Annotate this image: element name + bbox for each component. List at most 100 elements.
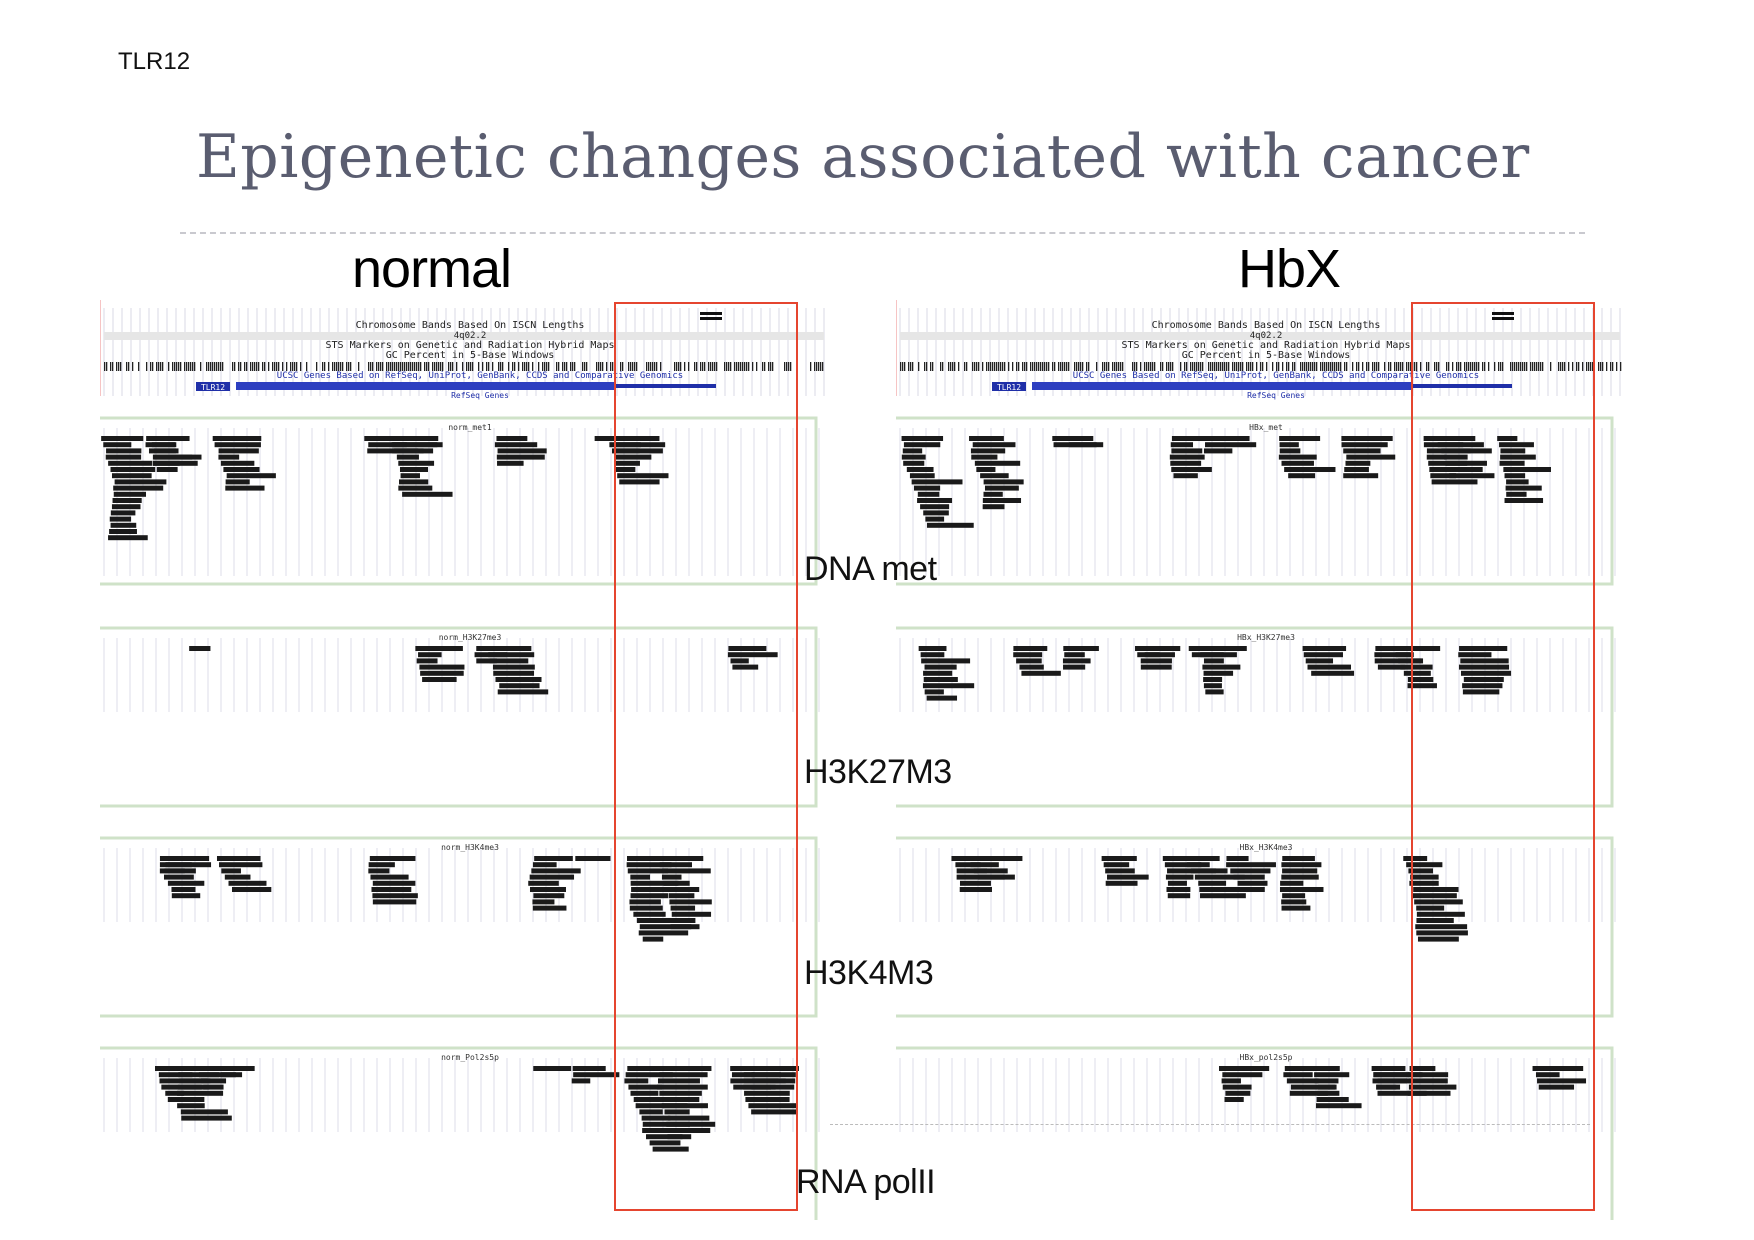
gc-bar xyxy=(1266,362,1268,371)
gc-bar xyxy=(820,362,822,371)
gc-bar xyxy=(1062,362,1064,371)
read-block xyxy=(630,1090,659,1096)
read-block xyxy=(1314,1078,1339,1084)
read-block xyxy=(1303,652,1343,658)
gc-bar xyxy=(1034,362,1036,371)
gc-bar xyxy=(472,362,474,371)
read-block xyxy=(1403,856,1428,861)
gc-bar xyxy=(350,362,352,371)
read-block xyxy=(615,467,636,472)
read-block xyxy=(661,874,682,880)
gc-bar xyxy=(498,362,500,371)
gc-bar xyxy=(646,362,648,371)
gc-bar xyxy=(1522,362,1524,371)
gc-bar xyxy=(1560,362,1562,371)
gc-bar xyxy=(1572,362,1574,371)
gc-bar xyxy=(1426,362,1428,371)
gc-bar xyxy=(432,362,434,371)
gc-bar xyxy=(290,362,292,371)
band-name: 4q02.2 xyxy=(1250,331,1283,341)
gc-bar xyxy=(1498,362,1500,371)
gc-bar xyxy=(696,362,698,371)
track-panel-frame xyxy=(100,626,818,808)
read-block xyxy=(416,658,438,664)
read-block xyxy=(1345,460,1371,466)
read-block xyxy=(1173,473,1198,479)
track-panel-title: HBx_pol2s5p xyxy=(1240,1053,1293,1062)
gc-bar xyxy=(1218,362,1220,371)
read-block xyxy=(106,448,142,454)
track-caption-gc: GC Percent in 5-Base Windows xyxy=(1182,350,1351,361)
read-block xyxy=(111,504,141,510)
gc-bar xyxy=(524,362,526,371)
read-block xyxy=(1500,454,1536,460)
gc-bar xyxy=(316,362,318,371)
read-block xyxy=(1221,1078,1241,1084)
read-block xyxy=(1506,491,1527,497)
gc-bar xyxy=(1048,362,1050,371)
read-block xyxy=(214,442,261,448)
gc-bar xyxy=(1336,362,1338,371)
track-panel-frame xyxy=(896,836,1614,1018)
gc-bar xyxy=(904,362,906,371)
read-block xyxy=(731,1072,755,1078)
read-block xyxy=(732,664,759,670)
band-marker xyxy=(700,317,722,320)
gc-bar xyxy=(240,362,242,371)
gc-bar xyxy=(1446,362,1448,371)
gene-symbol-box xyxy=(992,382,1026,391)
track-panel-title: HBx_H3K27me3 xyxy=(1237,633,1295,642)
read-block xyxy=(497,460,524,466)
gc-bar xyxy=(994,362,996,371)
gc-bar xyxy=(724,362,726,371)
read-block xyxy=(488,652,535,658)
read-block xyxy=(660,856,704,861)
read-block xyxy=(659,1090,702,1096)
gc-bar xyxy=(1328,362,1330,371)
read-block xyxy=(642,1128,688,1133)
gc-bar xyxy=(1026,362,1028,371)
gc-bar xyxy=(1414,362,1416,371)
read-block xyxy=(956,868,987,874)
gc-bar xyxy=(768,362,770,371)
gc-bar xyxy=(1488,362,1490,371)
read-block xyxy=(926,695,958,701)
read-block xyxy=(113,491,147,497)
gc-bar xyxy=(252,362,254,371)
read-block xyxy=(1135,646,1173,651)
gc-bar xyxy=(1542,362,1544,371)
gc-bar xyxy=(954,362,956,371)
track-panel-frame xyxy=(896,416,1614,586)
gc-bar xyxy=(648,362,650,371)
read-block xyxy=(662,868,711,874)
read-block xyxy=(630,893,668,899)
gc-bar xyxy=(1358,362,1360,371)
read-block xyxy=(1416,930,1468,936)
read-block xyxy=(1281,905,1311,911)
gc-bar xyxy=(296,362,298,371)
gc-bar xyxy=(654,362,656,371)
gc-bar xyxy=(332,362,334,371)
read-block xyxy=(1416,918,1454,923)
read-block xyxy=(959,887,992,892)
gc-bar xyxy=(256,362,258,371)
read-block xyxy=(1341,442,1388,448)
gc-bar xyxy=(152,362,154,371)
read-block xyxy=(1408,868,1433,874)
gc-bar xyxy=(1438,362,1440,371)
gc-bar xyxy=(428,362,430,371)
read-block xyxy=(159,862,212,868)
gc-bar xyxy=(192,362,194,371)
read-block xyxy=(1406,862,1443,868)
gc-bar xyxy=(1136,362,1138,371)
gc-bar xyxy=(390,362,392,371)
gc-bar xyxy=(1170,362,1172,371)
read-block xyxy=(982,504,1005,510)
read-block xyxy=(661,1103,708,1109)
read-block xyxy=(109,529,137,534)
gc-bar xyxy=(1184,362,1186,371)
read-block xyxy=(1410,874,1439,880)
read-block xyxy=(624,1078,649,1084)
read-block xyxy=(1198,880,1227,886)
gc-bar xyxy=(402,362,404,371)
